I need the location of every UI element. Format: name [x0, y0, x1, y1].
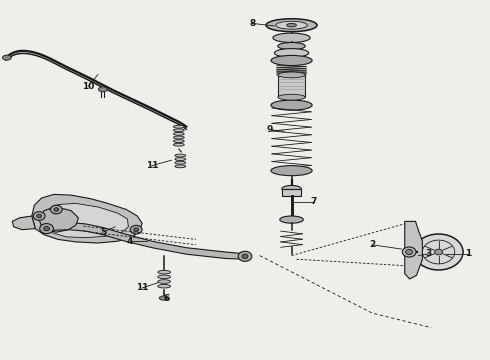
- Ellipse shape: [173, 132, 184, 135]
- Polygon shape: [45, 203, 128, 238]
- Ellipse shape: [37, 214, 42, 218]
- Text: 9: 9: [266, 125, 273, 134]
- Ellipse shape: [173, 140, 184, 143]
- Ellipse shape: [158, 270, 171, 274]
- Text: 2: 2: [369, 240, 375, 249]
- Text: 4: 4: [126, 237, 133, 246]
- Ellipse shape: [2, 55, 11, 60]
- Text: 5: 5: [100, 228, 106, 237]
- Text: 10: 10: [82, 82, 95, 91]
- Ellipse shape: [278, 72, 305, 78]
- Polygon shape: [39, 207, 78, 230]
- Ellipse shape: [158, 275, 171, 279]
- Ellipse shape: [33, 212, 45, 220]
- Ellipse shape: [158, 280, 171, 283]
- Ellipse shape: [173, 125, 184, 128]
- Text: 6: 6: [164, 294, 170, 303]
- Ellipse shape: [173, 136, 184, 139]
- Ellipse shape: [54, 208, 59, 211]
- Ellipse shape: [50, 205, 62, 214]
- Ellipse shape: [274, 49, 309, 57]
- Ellipse shape: [134, 228, 139, 231]
- Ellipse shape: [175, 165, 186, 168]
- Polygon shape: [32, 194, 142, 243]
- Ellipse shape: [238, 251, 252, 261]
- Ellipse shape: [278, 94, 305, 100]
- Ellipse shape: [273, 33, 310, 42]
- Text: 8: 8: [249, 19, 255, 28]
- Ellipse shape: [173, 143, 184, 146]
- Text: 3: 3: [426, 249, 432, 258]
- Ellipse shape: [287, 23, 296, 27]
- Ellipse shape: [175, 154, 186, 157]
- Bar: [278, 75, 305, 97]
- Ellipse shape: [414, 234, 463, 270]
- Ellipse shape: [40, 224, 53, 234]
- Ellipse shape: [159, 296, 169, 300]
- Ellipse shape: [406, 249, 413, 255]
- Text: 11: 11: [146, 161, 158, 170]
- Ellipse shape: [271, 55, 312, 66]
- Ellipse shape: [276, 21, 307, 29]
- Ellipse shape: [266, 19, 317, 32]
- Ellipse shape: [242, 254, 248, 258]
- Text: 11: 11: [136, 284, 148, 292]
- Ellipse shape: [158, 284, 171, 288]
- Ellipse shape: [175, 161, 186, 164]
- Polygon shape: [12, 216, 35, 230]
- Ellipse shape: [130, 225, 142, 234]
- Ellipse shape: [280, 216, 303, 223]
- Ellipse shape: [173, 129, 184, 132]
- Ellipse shape: [44, 226, 49, 231]
- Ellipse shape: [402, 247, 416, 257]
- Ellipse shape: [98, 87, 107, 92]
- Ellipse shape: [271, 166, 312, 176]
- Text: 7: 7: [310, 197, 317, 206]
- Ellipse shape: [278, 42, 305, 50]
- Ellipse shape: [271, 100, 312, 110]
- Bar: [282, 189, 301, 196]
- Ellipse shape: [175, 158, 186, 161]
- Text: 1: 1: [465, 249, 471, 258]
- Polygon shape: [49, 222, 245, 259]
- Ellipse shape: [282, 185, 301, 193]
- Polygon shape: [405, 221, 422, 279]
- Ellipse shape: [435, 249, 442, 255]
